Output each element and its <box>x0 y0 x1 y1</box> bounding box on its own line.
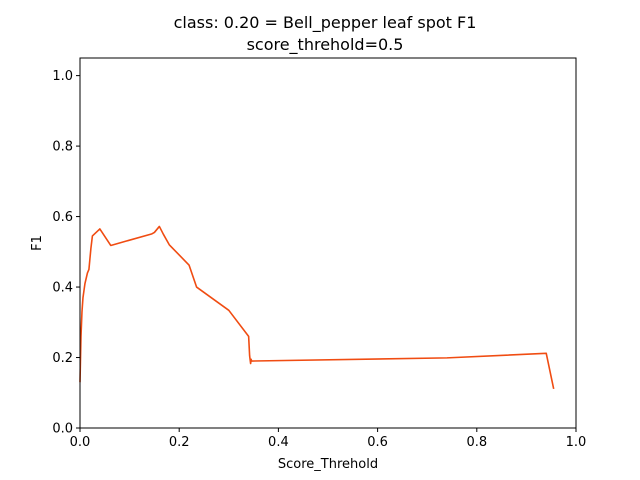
y-tick-label: 0.4 <box>52 281 73 296</box>
x-tick-label: 1.0 <box>566 435 587 450</box>
x-tick-label: 0.0 <box>70 435 91 450</box>
series-line-0 <box>79 225 555 390</box>
y-tick-label: 0.0 <box>52 422 73 437</box>
y-tick-label: 0.6 <box>52 210 73 225</box>
y-tick-label: 0.2 <box>52 351 73 366</box>
y-axis-label: F1 <box>30 235 45 251</box>
chart-title: class: 0.20 = Bell_pepper leaf spot F1 <box>174 13 477 33</box>
x-tick-label: 0.8 <box>466 435 487 450</box>
x-axis-label: Score_Threhold <box>278 457 378 472</box>
chart-subtitle: score_threhold=0.5 <box>247 35 404 55</box>
y-axis-ticks: 0.0 0.2 0.4 0.6 0.8 1.0 <box>52 69 80 437</box>
x-axis-ticks: 0.0 0.2 0.4 0.6 0.8 1.0 <box>70 428 587 450</box>
x-tick-label: 0.6 <box>367 435 388 450</box>
y-tick-label: 0.8 <box>52 140 73 155</box>
plot-frame <box>79 57 577 429</box>
x-tick-label: 0.4 <box>268 435 289 450</box>
y-tick-label: 1.0 <box>52 69 73 84</box>
data-series <box>79 225 555 390</box>
x-tick-label: 0.2 <box>169 435 190 450</box>
